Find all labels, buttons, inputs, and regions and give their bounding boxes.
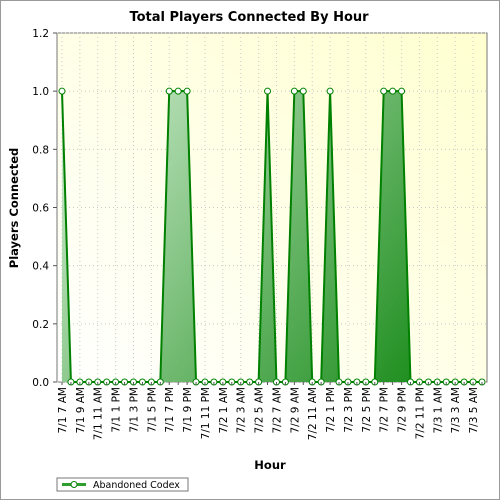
x-tick-label: 7/2 5 PM [361,387,373,433]
data-point [389,87,397,95]
x-tick-label: 7/1 11 PM [200,387,212,439]
x-tick-label: 7/2 9 PM [397,387,409,433]
legend-box [56,477,189,492]
x-tick-label: 7/1 1 PM [111,387,123,433]
x-tick-label: 7/2 7 AM [271,387,283,434]
data-point [165,87,173,95]
y-tick-label: 1.2 [32,28,49,40]
data-point [58,87,66,95]
x-tick-label: 7/1 9 AM [75,387,87,434]
x-tick-label: 7/3 3 AM [450,387,462,434]
legend-marker-icon [70,481,78,488]
chart-title: Total Players Connected By Hour [129,10,369,25]
data-point [380,87,388,95]
data-point [290,87,298,95]
y-tick-label: 1.0 [32,86,49,98]
x-tick-label: 7/1 9 PM [182,387,194,433]
y-tick-label: 0.8 [32,144,49,156]
y-axis-ticks: 0.0 0.2 0.4 0.6 0.8 1.0 1.2 [32,28,57,389]
legend-label: Abandoned Codex [93,480,180,491]
x-tick-label: 7/3 5 AM [468,387,480,434]
x-tick-label: 7/2 9 AM [289,387,301,434]
y-tick-label: 0.0 [32,377,49,389]
x-tick-label: 7/3 1 AM [432,387,444,434]
x-tick-label: 7/2 11 AM [307,387,319,440]
x-tick-label: 7/1 11 AM [93,387,105,440]
legend: Abandoned Codex [56,477,189,492]
x-tick-label: 7/2 3 PM [343,387,355,433]
y-axis-label: Players Connected [7,148,21,268]
x-tick-label: 7/1 3 PM [128,387,140,433]
x-tick-label: 7/2 5 AM [254,387,266,434]
data-point [326,87,334,95]
x-axis-label: Hour [254,458,286,472]
data-point [398,87,406,95]
y-tick-label: 0.4 [32,261,49,273]
y-tick-label: 0.2 [32,319,49,331]
x-tick-label: 7/2 7 PM [379,387,391,433]
x-tick-label: 7/2 1 PM [325,387,337,433]
x-axis-ticks: 7/1 7 AM 7/1 9 AM 7/1 11 AM 7/1 1 PM 7/1 3 P… [57,382,483,440]
x-tick-label: 7/1 5 PM [146,387,158,433]
x-tick-label: 7/2 11 PM [414,387,426,439]
x-tick-label: 7/2 3 AM [236,387,248,434]
data-point [299,87,307,95]
data-point [264,87,272,95]
x-tick-label: 7/2 1 AM [218,387,230,434]
data-point [183,87,191,95]
y-tick-label: 0.6 [32,203,49,215]
x-tick-label: 7/1 7 AM [57,387,69,434]
data-point [174,87,182,95]
x-tick-label: 7/1 7 PM [164,387,176,433]
